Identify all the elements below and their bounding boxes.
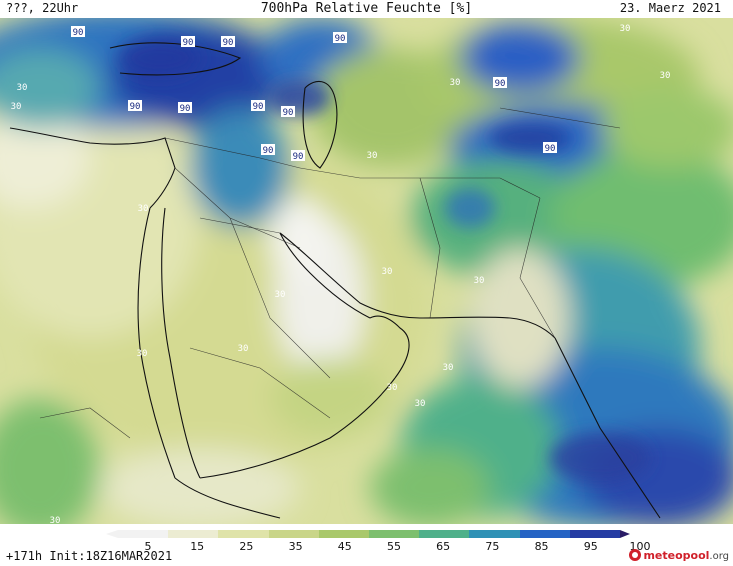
colorbar-tick-label: 55	[386, 540, 401, 553]
contour-label: 30	[238, 344, 249, 354]
contour-label: 90	[293, 152, 304, 162]
colorbar-tick-label: 25	[239, 540, 254, 553]
contour-label: 90	[73, 28, 84, 38]
contour-label: 30	[443, 363, 454, 373]
contour-label: 30	[450, 78, 461, 88]
contour-label: 30	[382, 267, 393, 277]
colorbar-segment	[419, 530, 470, 538]
contour-label: 90	[253, 102, 264, 112]
contour-label: 30	[17, 83, 28, 93]
borders	[39, 107, 621, 439]
colorbar-tick-label: 95	[583, 540, 598, 553]
colorbar-segment	[469, 530, 521, 538]
colorbar-tick-label: 65	[436, 540, 451, 553]
contour-label-box	[281, 106, 295, 117]
colorbar-tick-label: 75	[485, 540, 500, 553]
humidity-field-detail	[120, 38, 650, 483]
contour-label-box	[71, 26, 85, 37]
colorbar-segment	[519, 530, 571, 538]
map-header: ???, 22Uhr 700hPa Relative Feuchte [%] 2…	[0, 0, 733, 18]
contour-label: 30	[11, 102, 22, 112]
contour-labels: 90 90 90 90 90 90 90 90 90 90 90 90 30 30 30 30 30 30 30 30…	[11, 24, 671, 524]
contour-label-box	[128, 100, 142, 111]
colorbar-arrow-left	[106, 530, 118, 538]
contour-label-box	[178, 102, 192, 113]
colorbar: 5 15 25 35 45 55 65 75 85 95 100	[106, 527, 650, 557]
contour-label: 90	[223, 38, 234, 48]
contour-label: 30	[415, 399, 426, 409]
colorbar-segment	[218, 530, 270, 538]
meteopool-logo[interactable]: meteopool.org	[629, 547, 729, 563]
valid-date-label: 23. Maerz 2021	[619, 1, 721, 15]
contour-label-box	[493, 77, 507, 88]
contour-label-box	[333, 32, 347, 43]
contour-label: 30	[474, 276, 485, 286]
logo-tld: .org	[709, 550, 729, 562]
colorbar-segment	[168, 530, 219, 538]
colorbar-arrow-right	[620, 530, 630, 538]
contour-label-box	[221, 36, 235, 47]
contour-label: 90	[130, 102, 141, 112]
contour-label-box	[291, 150, 305, 161]
contour-label: 30	[50, 516, 61, 524]
map-title: 700hPa Relative Feuchte [%]	[260, 1, 473, 16]
humidity-field	[0, 18, 733, 524]
contour-label: 90	[283, 108, 294, 118]
contour-label: 90	[263, 146, 274, 156]
colorbar-segment	[268, 530, 320, 538]
contour-label: 30	[387, 383, 398, 393]
contour-label: 90	[180, 104, 191, 114]
colorbar-tick-label: 15	[190, 540, 205, 553]
colorbar-segment	[118, 530, 169, 538]
map-canvas: 90 90 90 90 90 90 90 90 90 90 90 90 30 30 30 30 30 30 30 30…	[0, 18, 733, 524]
contour-label-box	[261, 144, 275, 155]
colorbar-segment	[369, 530, 420, 538]
contour-label-box	[543, 142, 557, 153]
contour-label: 90	[495, 79, 506, 89]
valid-time-label: ???, 22Uhr	[6, 1, 79, 15]
colorbar-tick-label: 85	[534, 540, 549, 553]
contour-label: 30	[138, 204, 149, 214]
contour-label: 30	[660, 71, 671, 81]
contour-label: 30	[137, 349, 148, 359]
colorbar-segment	[569, 530, 621, 538]
colorbar-segment	[318, 530, 370, 538]
contour-label-box	[251, 100, 265, 111]
contour-label: 90	[545, 144, 556, 154]
contour-label-box	[181, 36, 195, 47]
logo-icon	[629, 549, 642, 561]
contour-label: 30	[620, 24, 631, 34]
colorbar-tick-label: 45	[337, 540, 352, 553]
colorbar-tick-label: 35	[288, 540, 303, 553]
contour-label: 30	[367, 151, 378, 161]
logo-name: meteopool	[643, 548, 710, 562]
init-time-label: +171h Init:18Z16MAR2021	[6, 549, 173, 563]
humidity-map: 90 90 90 90 90 90 90 90 90 90 90 90 30 30 30 30 30 30 30 30…	[0, 18, 733, 524]
coastlines	[9, 42, 661, 519]
contour-label: 30	[275, 290, 286, 300]
colorbar-tick-label: 5	[144, 540, 152, 553]
contour-label: 90	[183, 38, 194, 48]
contour-label: 90	[335, 34, 346, 44]
